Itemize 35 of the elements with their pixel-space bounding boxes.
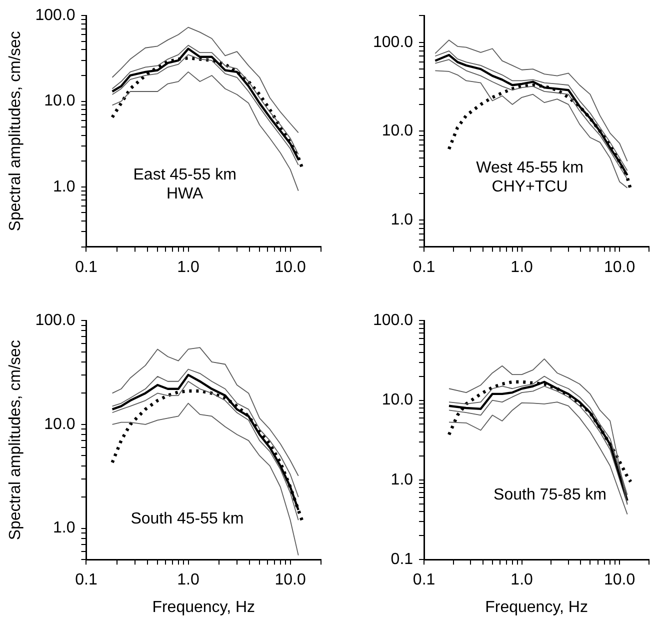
x-tick-label: 0.1 <box>75 572 98 589</box>
y-tick-label: 100.0 <box>35 7 76 24</box>
x-tick-label: 1.0 <box>510 572 534 589</box>
x-tick-label: 0.1 <box>75 258 98 276</box>
x-tick-label: 10.0 <box>274 258 306 276</box>
x-tick-label: 0.1 <box>412 572 436 589</box>
y-axis-title: Spectral amplitudes, cm/sec <box>7 31 24 232</box>
annotation: South 75-85 km <box>494 486 606 504</box>
y-tick-label: 1.0 <box>390 471 414 488</box>
x-axis-title: Frequency, Hz <box>152 598 256 616</box>
y-tick-label: 10.0 <box>382 122 414 140</box>
y-axis-title: Spectral amplitudes, cm/sec <box>7 340 24 540</box>
x-tick-label: 1.0 <box>177 572 200 589</box>
annotation: South 45-55 km <box>130 510 244 528</box>
y-tick-label: 1.0 <box>52 520 76 537</box>
x-tick-label: 10.0 <box>604 572 636 589</box>
x-tick-label: 10.0 <box>274 572 306 589</box>
y-tick-label: 1.0 <box>390 211 414 228</box>
x-tick-label: 1.0 <box>510 258 534 276</box>
x-axis-title: Frequency, Hz <box>485 598 588 616</box>
annotation: HWA <box>166 185 204 202</box>
y-tick-label: 100.0 <box>35 312 76 330</box>
y-tick-label: 10.0 <box>382 392 414 409</box>
x-tick-label: 10.0 <box>604 258 636 276</box>
annotation: East 45-55 km <box>133 166 236 184</box>
y-tick-label: 100.0 <box>372 312 414 330</box>
y-tick-label: 10.0 <box>44 92 76 110</box>
annotation: CHY+TCU <box>492 178 568 196</box>
y-tick-label: 10.0 <box>44 416 76 433</box>
x-tick-label: 0.1 <box>412 258 436 276</box>
y-tick-label: 0.1 <box>390 551 414 568</box>
annotation: West 45-55 km <box>476 159 584 176</box>
x-tick-label: 1.0 <box>177 258 200 276</box>
y-tick-label: 100.0 <box>372 34 414 51</box>
y-tick-label: 1.0 <box>52 178 76 196</box>
